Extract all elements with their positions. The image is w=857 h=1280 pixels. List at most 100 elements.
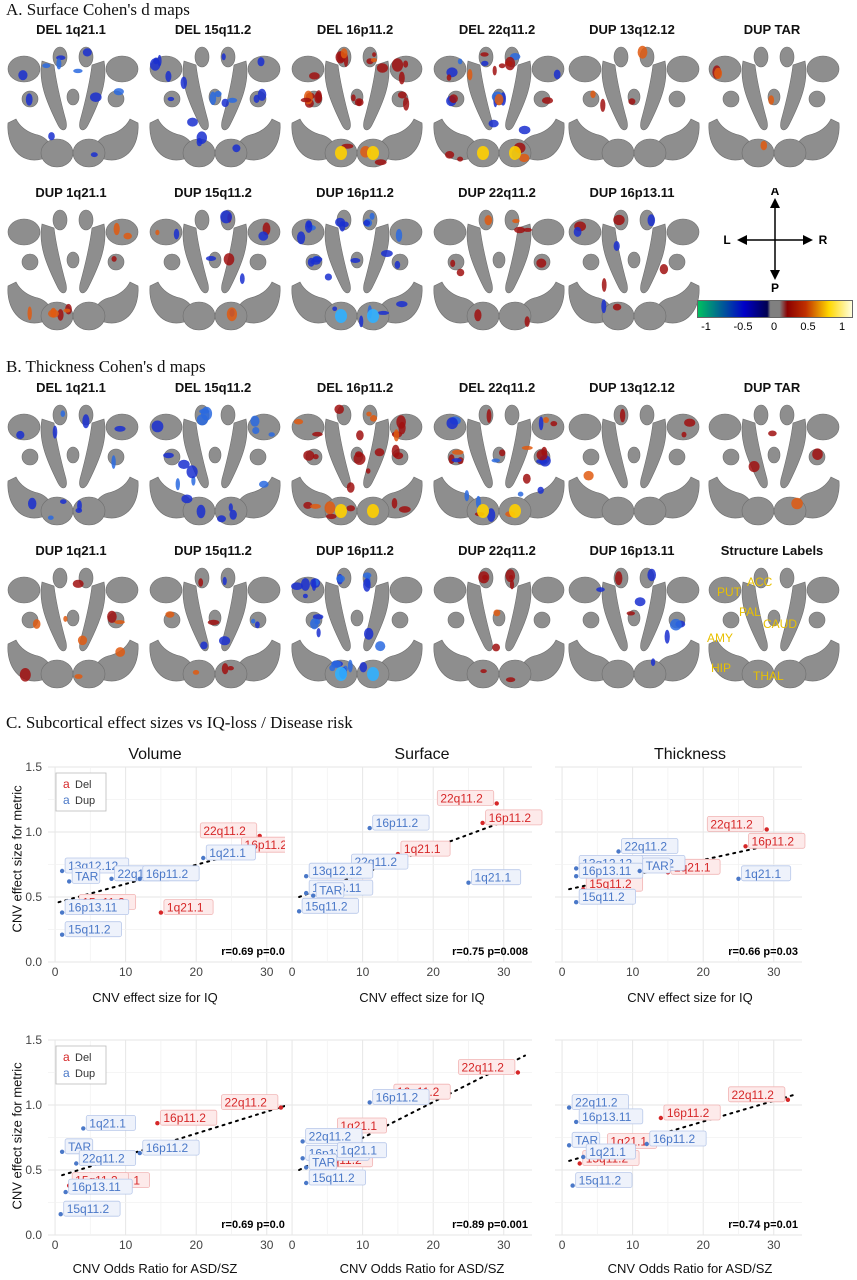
map-label: DUP TAR (743, 380, 801, 395)
structure-label: CAUD (763, 617, 797, 631)
x-axis-label-surface-iq: CNV effect size for IQ (359, 990, 485, 1005)
structure-label: HIP (711, 661, 731, 675)
y-tick-label: 1.5 (25, 1033, 42, 1047)
data-point (58, 1212, 63, 1217)
data-point (573, 866, 579, 871)
point-label-box (64, 899, 130, 915)
point-label-box (578, 1108, 644, 1125)
panel-title-surface: Surface (394, 746, 450, 763)
structure-label: THAL (753, 669, 784, 683)
data-point (59, 1149, 65, 1155)
panel-title-thickness: Thickness (653, 746, 727, 763)
data-point (573, 874, 579, 879)
data-point (644, 1141, 649, 1147)
point-label: TAR (646, 859, 669, 873)
correlation-stat: r=0.74 p=0.01 (728, 1219, 798, 1231)
correlation-stat: r=0.69 p=0.03 (221, 1219, 291, 1231)
data-point (367, 1100, 372, 1105)
point-label-box (221, 1094, 279, 1110)
point-label-box (458, 1059, 516, 1075)
point-label: 15q11.2 (579, 1174, 622, 1188)
x-tick-label: 20 (190, 965, 204, 979)
data-point (59, 932, 65, 937)
section-a-title: A. Surface Cohen's d maps (6, 0, 190, 19)
legend-del-glyph: a (63, 777, 70, 791)
y-tick-label: 0.5 (25, 890, 42, 904)
point-label-box (308, 1169, 366, 1186)
map-label: DEL 22q11.2 (458, 380, 536, 395)
map-label: DUP 16p13.11 (589, 185, 675, 200)
point-label: 15q11.2 (582, 890, 625, 904)
x-tick-label: 20 (427, 965, 441, 979)
x-tick-label: 20 (697, 965, 711, 979)
x-tick-label: 20 (697, 1238, 711, 1252)
map-label: DUP 15q11.2 (174, 185, 252, 200)
x-tick-label: 0 (559, 1238, 566, 1252)
point-label: 22q11.2 (224, 1096, 267, 1110)
point-label-box (436, 790, 495, 806)
y-tick-label: 1.0 (25, 825, 42, 839)
point-label: 13q12.12 (312, 864, 362, 878)
map-label: DUP 1q21.1 (35, 543, 107, 558)
data-point (137, 1150, 142, 1156)
x-tick-label: 10 (626, 1238, 640, 1252)
data-point (480, 820, 485, 826)
scatter-panel: 010203022q11.216p11.21q21.115q11.216p11.… (285, 1039, 532, 1252)
brain-map (7, 46, 139, 168)
point-label-box (706, 816, 765, 832)
brain-map (149, 404, 281, 526)
point-label: TAR (312, 1155, 335, 1169)
legend-dup-glyph: a (63, 1066, 70, 1080)
brain-map (149, 567, 281, 689)
x-tick-label: 20 (427, 1238, 441, 1252)
scatter-panel: 0 10 20 30 22q11.2 16p11.2 1q21.1 15q11.2 22q11.… (555, 1039, 802, 1252)
structure-label: PAL (739, 605, 761, 619)
point-label: 1q21.1 (340, 1144, 377, 1158)
brain-map (433, 567, 565, 689)
structure-label: ACC (747, 575, 773, 589)
data-point (566, 1143, 572, 1148)
point-label-box (372, 814, 430, 831)
data-point (515, 1070, 521, 1075)
data-point (573, 900, 579, 905)
x-axis-label-thickness-iq: CNV effect size for IQ (627, 990, 753, 1005)
point-label: 22q11.2 (575, 1096, 618, 1110)
point-label: 16p13.11 (68, 901, 117, 915)
point-label: 16p11.2 (146, 867, 189, 881)
data-point (581, 1154, 586, 1160)
data-point (466, 880, 471, 885)
x-tick-label: 30 (260, 1238, 274, 1252)
scatter-panel: 0 10 20 30 22q11.2 16p11.2 1q21.1 15q11.2 22q11.… (555, 766, 806, 979)
brain-map (291, 567, 423, 689)
data-point (300, 1139, 305, 1144)
point-label-box (485, 809, 543, 826)
brain-map (433, 209, 565, 331)
orient-left-label: L (723, 233, 730, 247)
x-tick-label: 10 (119, 1238, 133, 1252)
point-label: 1q21.1 (589, 1145, 626, 1159)
x-tick-label: 10 (356, 1238, 370, 1252)
data-point (137, 876, 142, 881)
brain-map (433, 404, 565, 526)
y-tick-label: 1.5 (25, 760, 42, 774)
point-label-box (578, 888, 636, 905)
point-label: 16p11.2 (376, 816, 419, 830)
x-tick-label: 0 (289, 1238, 296, 1252)
orientation-compass: A P L R (723, 188, 827, 293)
point-label: 16p11.2 (376, 1090, 419, 1104)
data-point (573, 1119, 579, 1125)
panel-title-volume: Volume (128, 746, 182, 763)
data-point (658, 1115, 664, 1121)
point-label-box (301, 897, 359, 914)
x-tick-label: 10 (119, 965, 133, 979)
colorbar-tick: 0.5 (800, 321, 815, 333)
brain-map (149, 209, 281, 331)
point-label: 22q11.2 (731, 1088, 774, 1102)
data-point (59, 868, 65, 874)
point-label: 1q21.1 (474, 871, 511, 885)
map-label: DUP 16p13.11 (589, 543, 675, 558)
data-point (155, 1121, 160, 1126)
data-point (66, 879, 72, 884)
brain-map (568, 209, 700, 331)
point-label: 22q11.2 (625, 840, 668, 854)
